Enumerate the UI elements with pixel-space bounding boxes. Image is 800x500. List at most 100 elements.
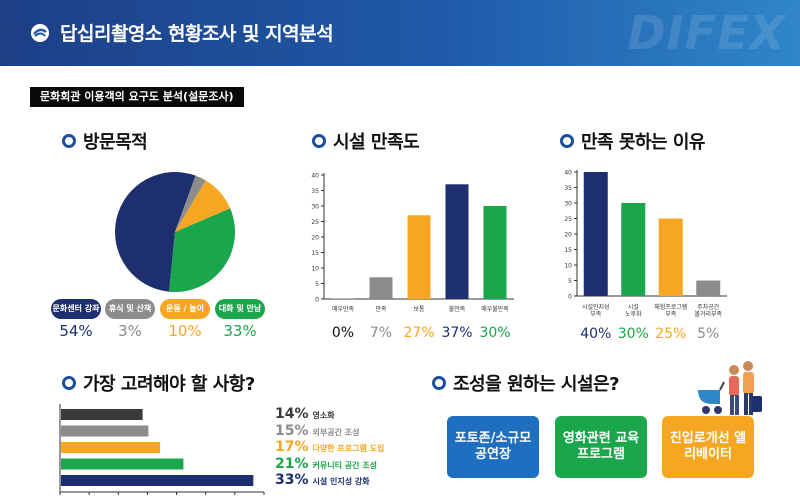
pie-category-label: 휴식 및 산책 [105, 299, 155, 319]
reasons-title-text: 만족 못하는 이유 [581, 132, 705, 153]
y-tick-label: 25 [564, 216, 572, 223]
facility-box-photozone: 포토존/소규모 공연장 [447, 416, 539, 478]
bar-value-label: 25% [655, 326, 686, 342]
y-tick-label: 10 [311, 266, 319, 273]
pie-category-label: 문화센터 강좌 [51, 299, 101, 319]
pie-slice [175, 175, 206, 232]
bullet-ring-icon [560, 134, 574, 148]
legend-entry: 33% 시설 인지성 강화 [275, 472, 370, 488]
bar [696, 280, 721, 296]
y-tick-label: 35 [311, 188, 319, 195]
x-tick-label: 노후화 [625, 310, 642, 318]
bar [61, 425, 149, 437]
satisfaction-title: 시설 만족도 [312, 128, 420, 154]
x-tick-label: 만족 [375, 305, 387, 313]
y-tick-label: 20 [311, 235, 319, 242]
bar [658, 218, 683, 296]
bar [407, 215, 431, 299]
page-title: 답십리촬영소 현황조사 및 지역분석 [60, 23, 334, 45]
y-tick-label: 40 [311, 173, 319, 180]
y-tick-label: 30 [311, 204, 319, 211]
bullet-ring-icon [62, 134, 76, 148]
x-tick-label: 부족 [590, 311, 602, 318]
pie-value-label: 3% [118, 322, 142, 340]
pie-slice [175, 180, 231, 232]
reasons-title: 만족 못하는 이유 [560, 128, 705, 154]
legend-entry: 14% 영소화 [275, 406, 335, 422]
x-tick-label: 불만족 [449, 305, 466, 313]
bar-category-label: 다양한 프로그램 도입 [312, 444, 385, 453]
x-tick-label: 매우만족 [332, 305, 355, 313]
bar-value-label: 33% [275, 472, 309, 488]
visit-purpose-title: 방문목적 [62, 128, 148, 154]
visit-purpose-title-text: 방문목적 [83, 132, 148, 153]
legend-entry: 17% 다양한 프로그램 도입 [275, 439, 384, 455]
facility-box-elevator: 진입로개선 엘리베이터 [662, 416, 754, 478]
x-tick-label: 부족 [665, 311, 677, 318]
facilities-title: 조성을 원하는 시설은? [432, 370, 620, 396]
pie-slice [169, 208, 235, 292]
y-tick-label: 10 [564, 263, 572, 270]
y-tick-label: 15 [311, 250, 319, 257]
bar-value-label: 30% [618, 326, 649, 342]
bar-value-label: 27% [403, 325, 434, 341]
x-tick-label: 체험프로그램 [654, 303, 687, 311]
bar-value-label: 21% [275, 455, 309, 472]
bar [61, 458, 184, 470]
y-tick-label: 35 [564, 185, 572, 192]
bar [369, 277, 393, 299]
bar [61, 475, 254, 486]
y-tick-label: 0 [315, 297, 319, 304]
considerations-title-text: 가장 고려해야 할 사항? [83, 374, 255, 395]
pie-slice [115, 172, 196, 292]
bar-category-label: 외부공간 조성 [312, 427, 360, 437]
satisfaction-bar-chart: 0 5 10 15 20 25 30 35 40 매우만족 0% 만족 7% 보통 27% 불만족 37% 매우불… [311, 173, 514, 341]
y-tick-label: 5 [315, 281, 319, 288]
bar-value-label: 0% [332, 325, 354, 341]
satisfaction-title-text: 시설 만족도 [333, 132, 420, 153]
facility-label: 진입로개선 엘리베이터 [669, 430, 747, 462]
family-illustration [698, 361, 762, 415]
bar-value-label: 37% [441, 325, 472, 341]
x-tick-label: 매우불만족 [481, 305, 509, 313]
logo-icon [31, 24, 49, 42]
y-tick-label: 30 [564, 201, 572, 208]
facility-label: 포토존/소규모 공연장 [454, 430, 532, 462]
facility-box-education: 영화관련 교육프로그램 [555, 416, 647, 478]
bar-value-label: 7% [370, 325, 392, 341]
y-tick-label: 25 [311, 219, 319, 226]
bar [61, 409, 143, 420]
y-tick-label: 40 [564, 170, 572, 177]
bullet-ring-icon [62, 376, 76, 390]
bar [583, 172, 608, 296]
pie-category-label: 운동 / 놀이 [160, 299, 210, 319]
legend-entry: 15% 외부공간 조성 [275, 423, 359, 439]
bar [483, 206, 507, 299]
x-tick-label: 시설 [628, 303, 639, 311]
bar-category-label: 시설 인지성 강화 [312, 477, 370, 486]
bar [61, 442, 161, 453]
bar-value-label: 17% [275, 439, 309, 455]
x-tick-label: 주차공간 [697, 303, 720, 311]
bar [621, 203, 646, 296]
x-tick-label: 보통 [413, 306, 425, 313]
bar-category-label: 영소화 [312, 411, 335, 420]
pie-value-label: 33% [223, 322, 257, 340]
bar-value-label: 40% [580, 326, 611, 342]
x-tick-label: 볼거리부족 [694, 310, 722, 318]
considerations-bar-chart [59, 404, 265, 495]
bullet-ring-icon [432, 376, 446, 390]
bar-value-label: 5% [697, 326, 719, 342]
bar-value-label: 15% [275, 422, 309, 439]
header-banner: 답십리촬영소 현황조사 및 지역분석 DIFEX [0, 0, 800, 66]
bar-value-label: 14% [275, 406, 309, 422]
bar-value-label: 30% [479, 325, 510, 341]
considerations-title: 가장 고려해야 할 사항? [62, 370, 255, 396]
legend-entry: 21% 커뮤니티 공간 조성 [275, 456, 377, 472]
brand-watermark: DIFEX [627, 6, 786, 60]
pie-value-label: 54% [59, 322, 93, 340]
pie-category-label: 대화 및 만남 [215, 299, 265, 319]
section-tag: 문화회관 이용객의 요구도 분석(설문조사) [30, 87, 244, 107]
y-tick-label: 15 [564, 247, 572, 254]
